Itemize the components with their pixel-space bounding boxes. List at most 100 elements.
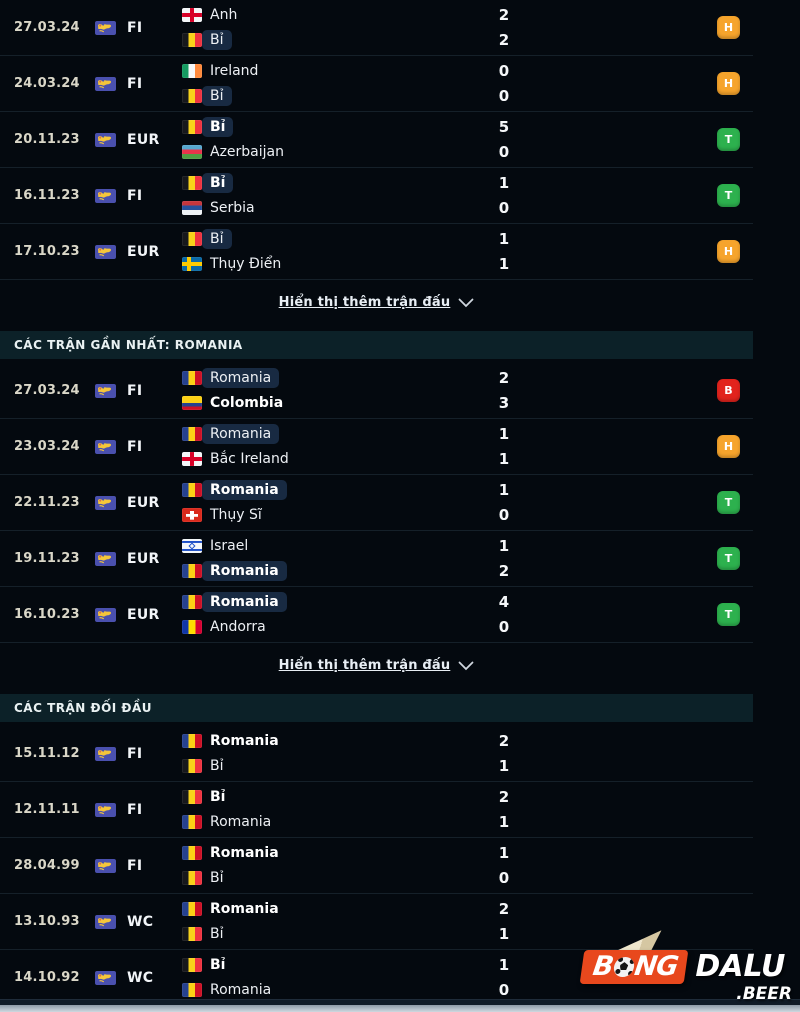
home-team: Bỉ	[182, 954, 225, 976]
league-icon	[95, 858, 116, 873]
team-name: Romania	[210, 814, 272, 830]
league-code: EUR	[127, 494, 160, 511]
section-romania-recent: CÁC TRẬN GẦN NHẤT: ROMANIA 27.03.24 FI R…	[0, 331, 753, 688]
team-name: Azerbaijan	[210, 144, 284, 160]
team-name: Bỉ	[210, 957, 226, 973]
score-value: 0	[498, 506, 510, 524]
score-value: 1	[498, 757, 510, 775]
league-icon	[95, 132, 116, 147]
ireland-flag-icon	[182, 64, 202, 78]
romania-flag-icon	[182, 983, 202, 997]
team-name: Thụy Sĩ	[210, 507, 262, 523]
match-date: 16.11.23	[14, 188, 80, 203]
match-row[interactable]: 27.03.24 FI Anh Bỉ 2 2 H	[0, 0, 753, 56]
match-row[interactable]: 22.11.23 EUR Romania Thụy Sĩ 1 0 T	[0, 475, 753, 531]
match-date: 20.11.23	[14, 132, 80, 147]
team-name: Romania	[210, 901, 279, 917]
away-team: Thụy Điển	[182, 253, 281, 275]
home-team: Bỉ	[182, 172, 234, 194]
match-row[interactable]: 15.11.12 FI Romania Bỉ 2 1	[0, 726, 753, 782]
result-badge: H	[717, 72, 740, 95]
away-team: Romania	[182, 979, 271, 1001]
match-row[interactable]: 20.11.23 EUR Bỉ Azerbaijan 5 0 T	[0, 112, 753, 168]
team-name: Bỉ	[210, 870, 224, 886]
match-date: 14.10.92	[14, 970, 80, 985]
show-more-link[interactable]: Hiển thị thêm trận đấu	[0, 643, 753, 688]
score-value: 0	[498, 981, 510, 999]
match-row[interactable]: 14.10.92 WC Bỉ Romania 1 0	[0, 950, 753, 1006]
away-team: Colombia	[182, 392, 283, 414]
team-name: Anh	[210, 7, 238, 23]
league-icon	[95, 383, 116, 398]
match-row[interactable]: 16.11.23 FI Bỉ Serbia 1 0 T	[0, 168, 753, 224]
away-team: Bỉ	[182, 755, 224, 777]
match-date: 24.03.24	[14, 76, 80, 91]
league-code: EUR	[127, 243, 160, 260]
bongdalu-logo[interactable]: B NG DALU .BEER	[579, 932, 794, 1008]
show-more-link[interactable]: Hiển thị thêm trận đấu	[0, 280, 753, 325]
home-team: Romania	[182, 367, 280, 389]
belgium-flag-icon	[182, 790, 202, 804]
score-value: 0	[498, 87, 510, 105]
home-team: Romania	[182, 898, 279, 920]
away-team: Romania	[182, 560, 287, 582]
league-icon	[95, 551, 116, 566]
match-row[interactable]: 19.11.23 EUR Israel Romania 1 2 T	[0, 531, 753, 587]
score-value: 1	[498, 174, 510, 192]
match-row[interactable]: 23.03.24 FI Romania Bắc Ireland 1 1 H	[0, 419, 753, 475]
team-name: Thụy Điển	[210, 256, 282, 272]
match-row[interactable]: 12.11.11 FI Bỉ Romania 2 1	[0, 782, 753, 838]
team-name: Bắc Ireland	[210, 451, 289, 467]
match-row[interactable]: 27.03.24 FI Romania Colombia 2 3 B	[0, 363, 753, 419]
match-row[interactable]: 24.03.24 FI Ireland Bỉ 0 0 H	[0, 56, 753, 112]
match-row[interactable]: 28.04.99 FI Romania Bỉ 1 0	[0, 838, 753, 894]
league-icon	[95, 970, 116, 985]
belgium-flag-icon	[182, 871, 202, 885]
match-date: 15.11.12	[14, 746, 80, 761]
away-team: Azerbaijan	[182, 141, 284, 163]
match-date: 27.03.24	[14, 383, 80, 398]
home-team: Bỉ	[182, 116, 234, 138]
score-value: 1	[498, 481, 510, 499]
league-icon	[95, 802, 116, 817]
section-head-to-head: CÁC TRẬN ĐỐI ĐẦU 15.11.12 FI Romania Bỉ …	[0, 694, 753, 1006]
result-badge: T	[717, 128, 740, 151]
logo-letters-ng: NG	[632, 951, 680, 982]
belgium-flag-icon	[182, 927, 202, 941]
team-name: Romania	[210, 982, 272, 998]
logo-wordmark-bong: B NG	[579, 950, 689, 984]
score-value: 0	[498, 62, 510, 80]
league-code: FI	[127, 187, 143, 204]
match-row[interactable]: 16.10.23 EUR Romania Andorra 4 0 T	[0, 587, 753, 643]
home-team: Romania	[182, 423, 280, 445]
chevron-down-icon	[458, 298, 474, 307]
belgium-flag-icon	[182, 120, 202, 134]
section-belgium-recent: 27.03.24 FI Anh Bỉ 2 2 H 24.03.24	[0, 0, 753, 325]
match-row[interactable]: 17.10.23 EUR Bỉ Thụy Điển 1 1 H	[0, 224, 753, 280]
match-date: 12.11.11	[14, 802, 80, 817]
result-badge: H	[717, 16, 740, 39]
score-value: 0	[498, 199, 510, 217]
section-header: CÁC TRẬN GẦN NHẤT: ROMANIA	[0, 331, 753, 359]
match-date: 28.04.99	[14, 858, 80, 873]
horizontal-scrollbar[interactable]	[0, 1005, 800, 1012]
show-more-label: Hiển thị thêm trận đấu	[278, 658, 451, 673]
soccer-ball-icon	[612, 956, 636, 977]
score-value: 1	[498, 537, 510, 555]
home-team: Romania	[182, 591, 287, 613]
israel-flag-icon	[182, 539, 202, 553]
league-icon	[95, 188, 116, 203]
league-icon	[95, 746, 116, 761]
team-name: Romania	[202, 424, 280, 444]
score-value: 0	[498, 869, 510, 887]
match-row[interactable]: 13.10.93 WC Romania Bỉ 2 1	[0, 894, 753, 950]
league-code: WC	[127, 969, 154, 986]
team-name: Romania	[202, 368, 280, 388]
team-name: Bỉ	[202, 30, 232, 50]
league-icon	[95, 76, 116, 91]
belgium-flag-icon	[182, 232, 202, 246]
show-more-label: Hiển thị thêm trận đấu	[278, 295, 451, 310]
romania-flag-icon	[182, 427, 202, 441]
